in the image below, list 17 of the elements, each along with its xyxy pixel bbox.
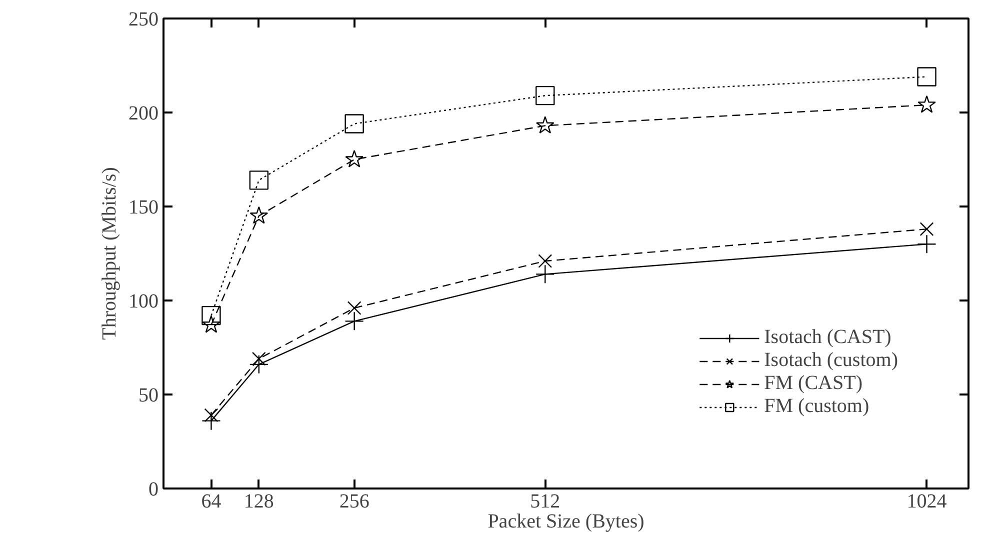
y-tick-label: 150 — [128, 196, 158, 218]
x-tick-label: 1024 — [906, 490, 947, 512]
legend-label: FM (CAST) — [764, 372, 862, 395]
y-tick-label: 100 — [128, 290, 158, 312]
y-axis-title: Throughput (Mbits/s) — [98, 167, 120, 340]
x-tick-label: 64 — [201, 490, 222, 512]
y-tick-label: 50 — [138, 384, 158, 406]
x-tick-label: 512 — [530, 490, 560, 512]
y-tick-label: 0 — [148, 478, 158, 500]
x-tick-label: 256 — [339, 490, 370, 512]
legend-label: FM (custom) — [764, 395, 870, 418]
y-tick-label: 250 — [128, 8, 158, 30]
y-tick-label: 200 — [128, 102, 158, 124]
x-tick-label: 128 — [244, 490, 274, 512]
legend-label: Isotach (CAST) — [764, 326, 892, 349]
x-axis-title: Packet Size (Bytes) — [488, 510, 644, 532]
legend-label: Isotach (custom) — [764, 349, 898, 372]
